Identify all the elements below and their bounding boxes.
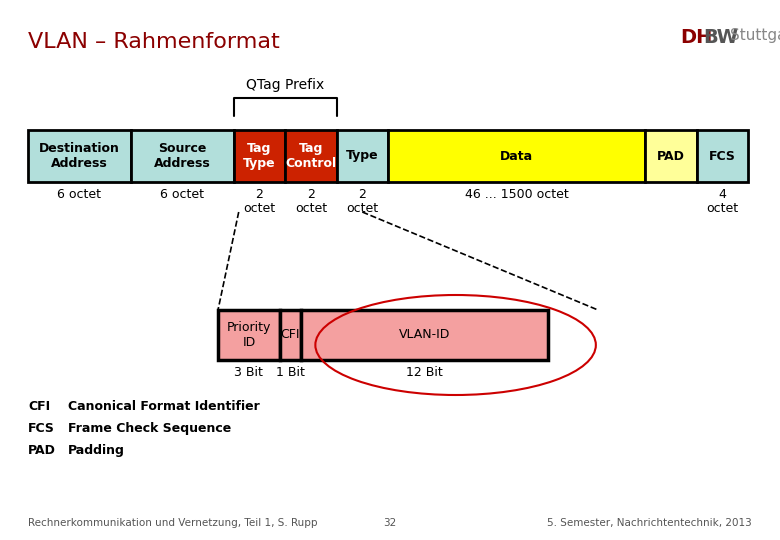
Text: VLAN – Rahmenformat: VLAN – Rahmenformat bbox=[28, 32, 280, 52]
Text: octet: octet bbox=[706, 202, 739, 215]
Text: Canonical Format Identifier: Canonical Format Identifier bbox=[68, 400, 260, 413]
Text: 46 ... 1500 octet: 46 ... 1500 octet bbox=[465, 188, 569, 201]
Text: 6 octet: 6 octet bbox=[58, 188, 101, 201]
Bar bbox=[28, 130, 131, 182]
Text: Tag
Control: Tag Control bbox=[285, 142, 336, 170]
Text: CFI: CFI bbox=[281, 328, 300, 341]
Bar bbox=[388, 130, 645, 182]
Text: octet: octet bbox=[295, 202, 327, 215]
Text: 32: 32 bbox=[384, 518, 396, 528]
Text: 6 octet: 6 octet bbox=[160, 188, 204, 201]
Text: PAD: PAD bbox=[28, 444, 56, 457]
Text: 3 Bit: 3 Bit bbox=[235, 366, 264, 379]
Text: 2: 2 bbox=[358, 188, 367, 201]
Text: CFI: CFI bbox=[28, 400, 50, 413]
Bar bbox=[285, 130, 337, 182]
Text: octet: octet bbox=[243, 202, 275, 215]
Text: Destination
Address: Destination Address bbox=[39, 142, 120, 170]
Text: 4: 4 bbox=[718, 188, 726, 201]
Text: Priority
ID: Priority ID bbox=[227, 321, 271, 349]
Text: 2: 2 bbox=[256, 188, 264, 201]
Text: 5. Semester, Nachrichtentechnik, 2013: 5. Semester, Nachrichtentechnik, 2013 bbox=[548, 518, 752, 528]
Text: DH: DH bbox=[680, 28, 712, 47]
Bar bbox=[697, 130, 748, 182]
Bar bbox=[280, 310, 300, 360]
Text: VLAN-ID: VLAN-ID bbox=[399, 328, 450, 341]
Bar bbox=[300, 310, 548, 360]
Text: 2: 2 bbox=[307, 188, 315, 201]
Text: Source
Address: Source Address bbox=[154, 142, 211, 170]
Bar bbox=[234, 130, 285, 182]
Text: Tag
Type: Tag Type bbox=[243, 142, 276, 170]
Text: 1 Bit: 1 Bit bbox=[276, 366, 305, 379]
Text: Frame Check Sequence: Frame Check Sequence bbox=[68, 422, 231, 435]
Bar bbox=[218, 310, 280, 360]
Text: Type: Type bbox=[346, 150, 378, 163]
Text: QTag Prefix: QTag Prefix bbox=[246, 78, 324, 92]
Text: FCS: FCS bbox=[709, 150, 736, 163]
Bar bbox=[131, 130, 234, 182]
Text: octet: octet bbox=[346, 202, 378, 215]
Text: BW: BW bbox=[703, 28, 738, 47]
Text: Data: Data bbox=[500, 150, 534, 163]
Text: Rechnerkommunikation und Vernetzung, Teil 1, S. Rupp: Rechnerkommunikation und Vernetzung, Tei… bbox=[28, 518, 317, 528]
Text: PAD: PAD bbox=[657, 150, 685, 163]
Bar bbox=[645, 130, 697, 182]
Bar bbox=[337, 130, 388, 182]
Text: 12 Bit: 12 Bit bbox=[406, 366, 442, 379]
Text: FCS: FCS bbox=[28, 422, 55, 435]
Text: Stuttgart: Stuttgart bbox=[730, 28, 780, 43]
Text: Padding: Padding bbox=[68, 444, 125, 457]
